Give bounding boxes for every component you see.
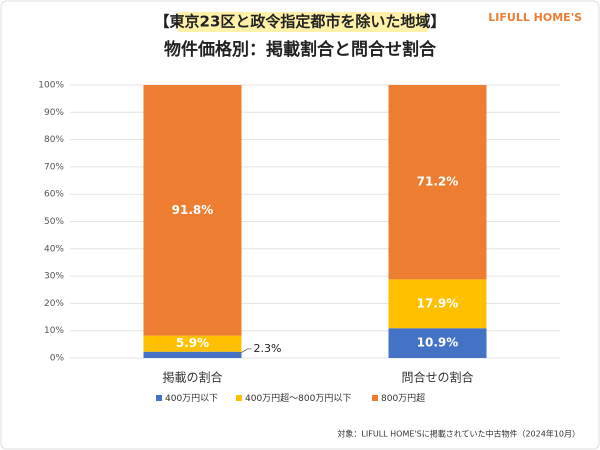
logo: LIFULL HOME'S bbox=[488, 11, 582, 24]
y-tick-label: 20% bbox=[44, 299, 64, 309]
x-tick-label: 問合せの割合 bbox=[401, 370, 473, 385]
legend-label: 400万円以下 bbox=[165, 393, 218, 404]
chart-title: 【東京23区と政令指定都市を除いた地域】 bbox=[155, 13, 446, 31]
y-tick-label: 70% bbox=[44, 162, 64, 172]
title-highlight bbox=[178, 12, 428, 32]
chart-subtitle: 物件価格別：掲載割合と問合せ割合 bbox=[164, 39, 437, 60]
y-tick-label: 30% bbox=[44, 272, 64, 282]
legend-swatch bbox=[236, 395, 242, 401]
bar-segment bbox=[143, 351, 242, 358]
y-tick-label: 40% bbox=[44, 244, 64, 254]
y-tick-label: 90% bbox=[44, 108, 64, 118]
y-tick-label: 10% bbox=[44, 326, 64, 336]
legend-label: 400万円超～800万円以下 bbox=[245, 392, 351, 404]
data-label: 17.9% bbox=[417, 296, 459, 310]
y-tick-label: 50% bbox=[44, 217, 64, 227]
legend-label: 800万円超 bbox=[381, 392, 425, 404]
data-label: 5.9% bbox=[176, 336, 209, 350]
x-tick-label: 掲載の割合 bbox=[162, 370, 222, 385]
data-label: 10.9% bbox=[417, 336, 459, 350]
legend-swatch bbox=[156, 395, 162, 401]
legend-swatch bbox=[372, 395, 378, 401]
footnote: 対象：LIFULL HOME'Sに掲載されていた中古物件（2024年10月） bbox=[337, 429, 580, 439]
bar-segment bbox=[388, 279, 487, 329]
data-label: 71.2% bbox=[417, 175, 459, 189]
y-tick-label: 0% bbox=[50, 354, 65, 364]
y-tick-label: 80% bbox=[44, 135, 64, 145]
bar-segment bbox=[388, 328, 487, 358]
leader-line bbox=[237, 348, 252, 356]
y-tick-label: 100% bbox=[38, 81, 64, 91]
bar-segment bbox=[143, 85, 242, 336]
bar-segment bbox=[388, 85, 487, 280]
bar-segment bbox=[143, 335, 242, 352]
data-label: 91.8% bbox=[172, 203, 214, 217]
data-label: 2.3% bbox=[254, 342, 282, 355]
y-tick-label: 60% bbox=[44, 190, 64, 200]
